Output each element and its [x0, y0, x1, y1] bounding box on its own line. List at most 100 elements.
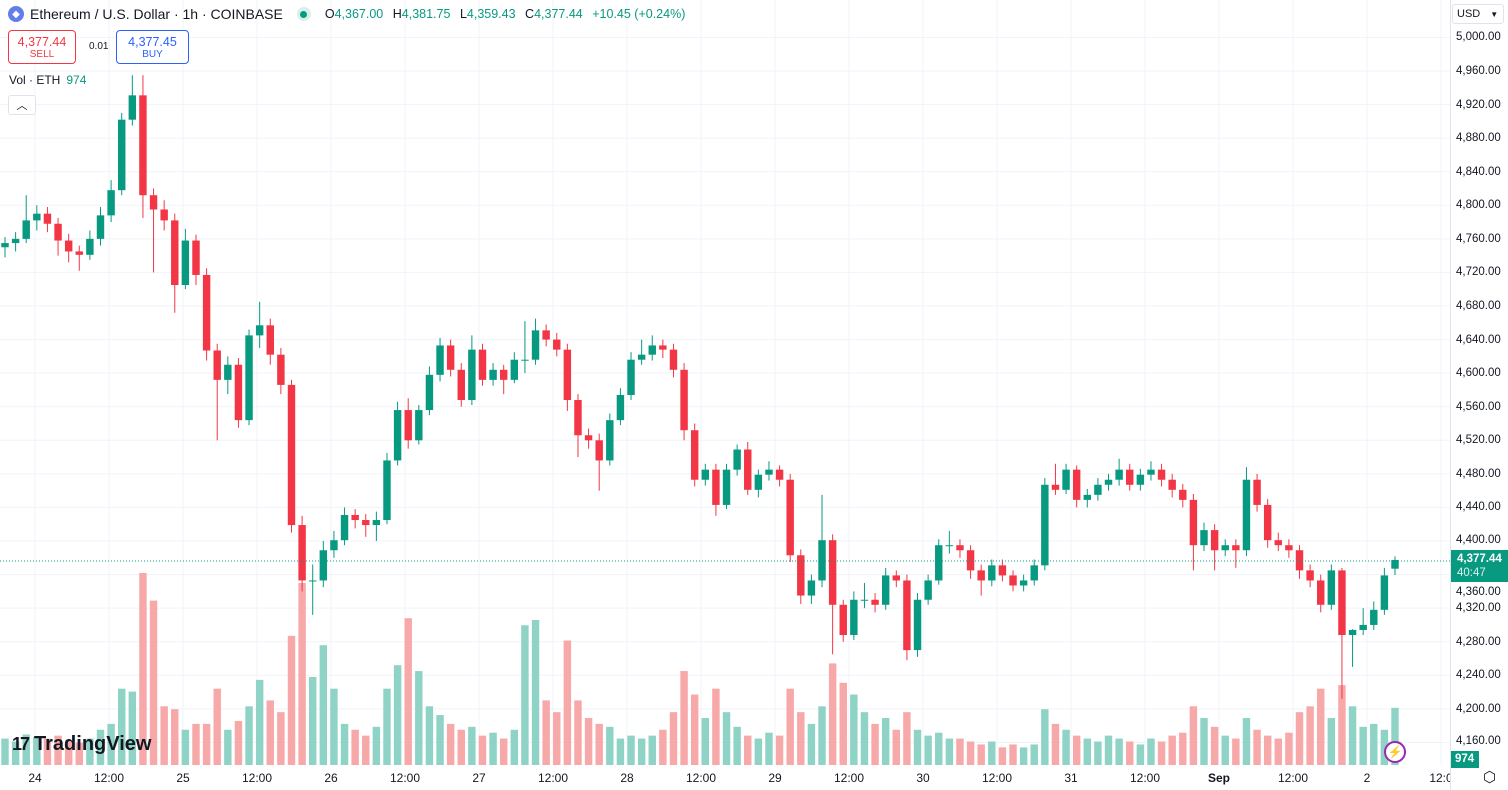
lightning-icon[interactable]: ⚡	[1384, 741, 1406, 763]
volume-bar	[765, 732, 773, 765]
volume-bar	[1062, 729, 1070, 765]
candle	[372, 511, 381, 542]
price-tick-label: 4,360.00	[1456, 586, 1501, 598]
candle-body	[998, 565, 1007, 576]
candle	[149, 188, 158, 273]
candle-body	[669, 349, 678, 370]
volume-bar	[1189, 706, 1198, 765]
candle-body	[43, 213, 52, 224]
candles	[1, 75, 1399, 699]
volume-bar	[415, 671, 423, 765]
candle-body	[1136, 474, 1145, 485]
candle	[531, 318, 540, 365]
candlestick-chart[interactable]	[0, 0, 1450, 790]
price-tick-label: 4,680.00	[1456, 300, 1501, 312]
candle-body	[266, 325, 274, 355]
candle-body	[277, 354, 285, 385]
collapse-legend-button[interactable]: ︿	[8, 95, 36, 115]
buy-button[interactable]: 4,377.45 BUY	[116, 30, 189, 64]
candle	[510, 352, 519, 384]
volume-bar	[1370, 723, 1378, 765]
volume-bar	[1232, 738, 1240, 765]
price-tick-label: 4,920.00	[1456, 98, 1501, 111]
symbol-header: ◆ Ethereum / U.S. Dollar · 1h · COINBASE…	[8, 6, 691, 22]
candle	[563, 343, 572, 411]
volume-bar	[1126, 741, 1134, 765]
candle-body	[956, 545, 964, 551]
candle	[595, 433, 603, 491]
settings-icon[interactable]: ⬡	[1483, 769, 1497, 786]
volume-bar	[436, 715, 444, 765]
volume-bar	[11, 741, 20, 765]
candle-body	[574, 400, 582, 436]
price-tick-label: 4,960.00	[1456, 65, 1501, 77]
currency-selector[interactable]: USD ▼	[1452, 4, 1504, 24]
volume-bar	[754, 738, 763, 765]
candle	[818, 494, 826, 588]
candle	[1030, 559, 1038, 586]
candle-body	[234, 364, 243, 421]
candle	[754, 469, 763, 498]
tradingview-logo[interactable]: 17 TradingView	[12, 733, 152, 755]
candle	[1136, 468, 1145, 491]
candle	[871, 593, 879, 613]
time-tick-label: 27	[472, 771, 486, 785]
symbol-title[interactable]: Ethereum / U.S. Dollar · 1h · COINBASE	[30, 6, 283, 22]
candle	[75, 245, 83, 271]
candle	[733, 444, 741, 476]
volume-bar	[701, 718, 710, 765]
volume-bar	[1147, 738, 1155, 765]
time-tick-label: 31	[1064, 771, 1078, 785]
price-axis[interactable]	[1450, 0, 1508, 790]
sell-button[interactable]: 4,377.44 SELL	[8, 30, 76, 64]
candle-body	[828, 540, 837, 605]
candle	[553, 332, 561, 357]
volume-bar	[1210, 726, 1219, 765]
volume-bar	[393, 665, 402, 765]
candle	[935, 539, 943, 585]
time-tick-label: 28	[620, 771, 634, 785]
candle-body	[372, 520, 381, 526]
candle-body	[1253, 479, 1261, 505]
volume-bar	[1306, 706, 1314, 765]
volume-bar	[839, 682, 847, 765]
candle-body	[1126, 469, 1134, 485]
candle	[542, 324, 550, 347]
candle	[1391, 556, 1399, 576]
volume-bar	[807, 723, 816, 765]
candle	[574, 394, 582, 458]
candle	[828, 534, 837, 655]
candle	[850, 591, 858, 641]
candle-body	[22, 220, 30, 239]
candle	[298, 515, 306, 592]
candle-body	[690, 430, 699, 480]
volume-bar	[733, 726, 741, 765]
volume-bar	[54, 735, 62, 765]
candle-body	[722, 469, 731, 505]
volume-bar	[1242, 718, 1251, 765]
candle-body	[362, 520, 370, 526]
candle-body	[510, 359, 519, 380]
candle	[213, 343, 221, 441]
candle-body	[913, 599, 922, 651]
candle-body	[701, 469, 710, 480]
candle-body	[744, 449, 752, 490]
candle-body	[1338, 570, 1346, 636]
volume-bar	[595, 723, 603, 765]
candle	[1200, 522, 1208, 552]
candle	[775, 465, 784, 487]
time-tick-label: 12:00	[537, 771, 569, 785]
volume-bar	[786, 688, 794, 765]
volume-bar	[1041, 709, 1049, 765]
volume-bar	[1, 738, 9, 765]
candle	[1104, 473, 1113, 491]
candle-body	[1009, 575, 1017, 586]
candle-body	[903, 580, 911, 651]
candle-body	[1115, 469, 1123, 480]
candle	[521, 321, 529, 374]
volume-bar	[457, 729, 465, 765]
volume-bar	[351, 729, 359, 765]
candle-body	[107, 190, 115, 216]
candle	[33, 205, 41, 231]
volume-bar	[404, 618, 412, 765]
